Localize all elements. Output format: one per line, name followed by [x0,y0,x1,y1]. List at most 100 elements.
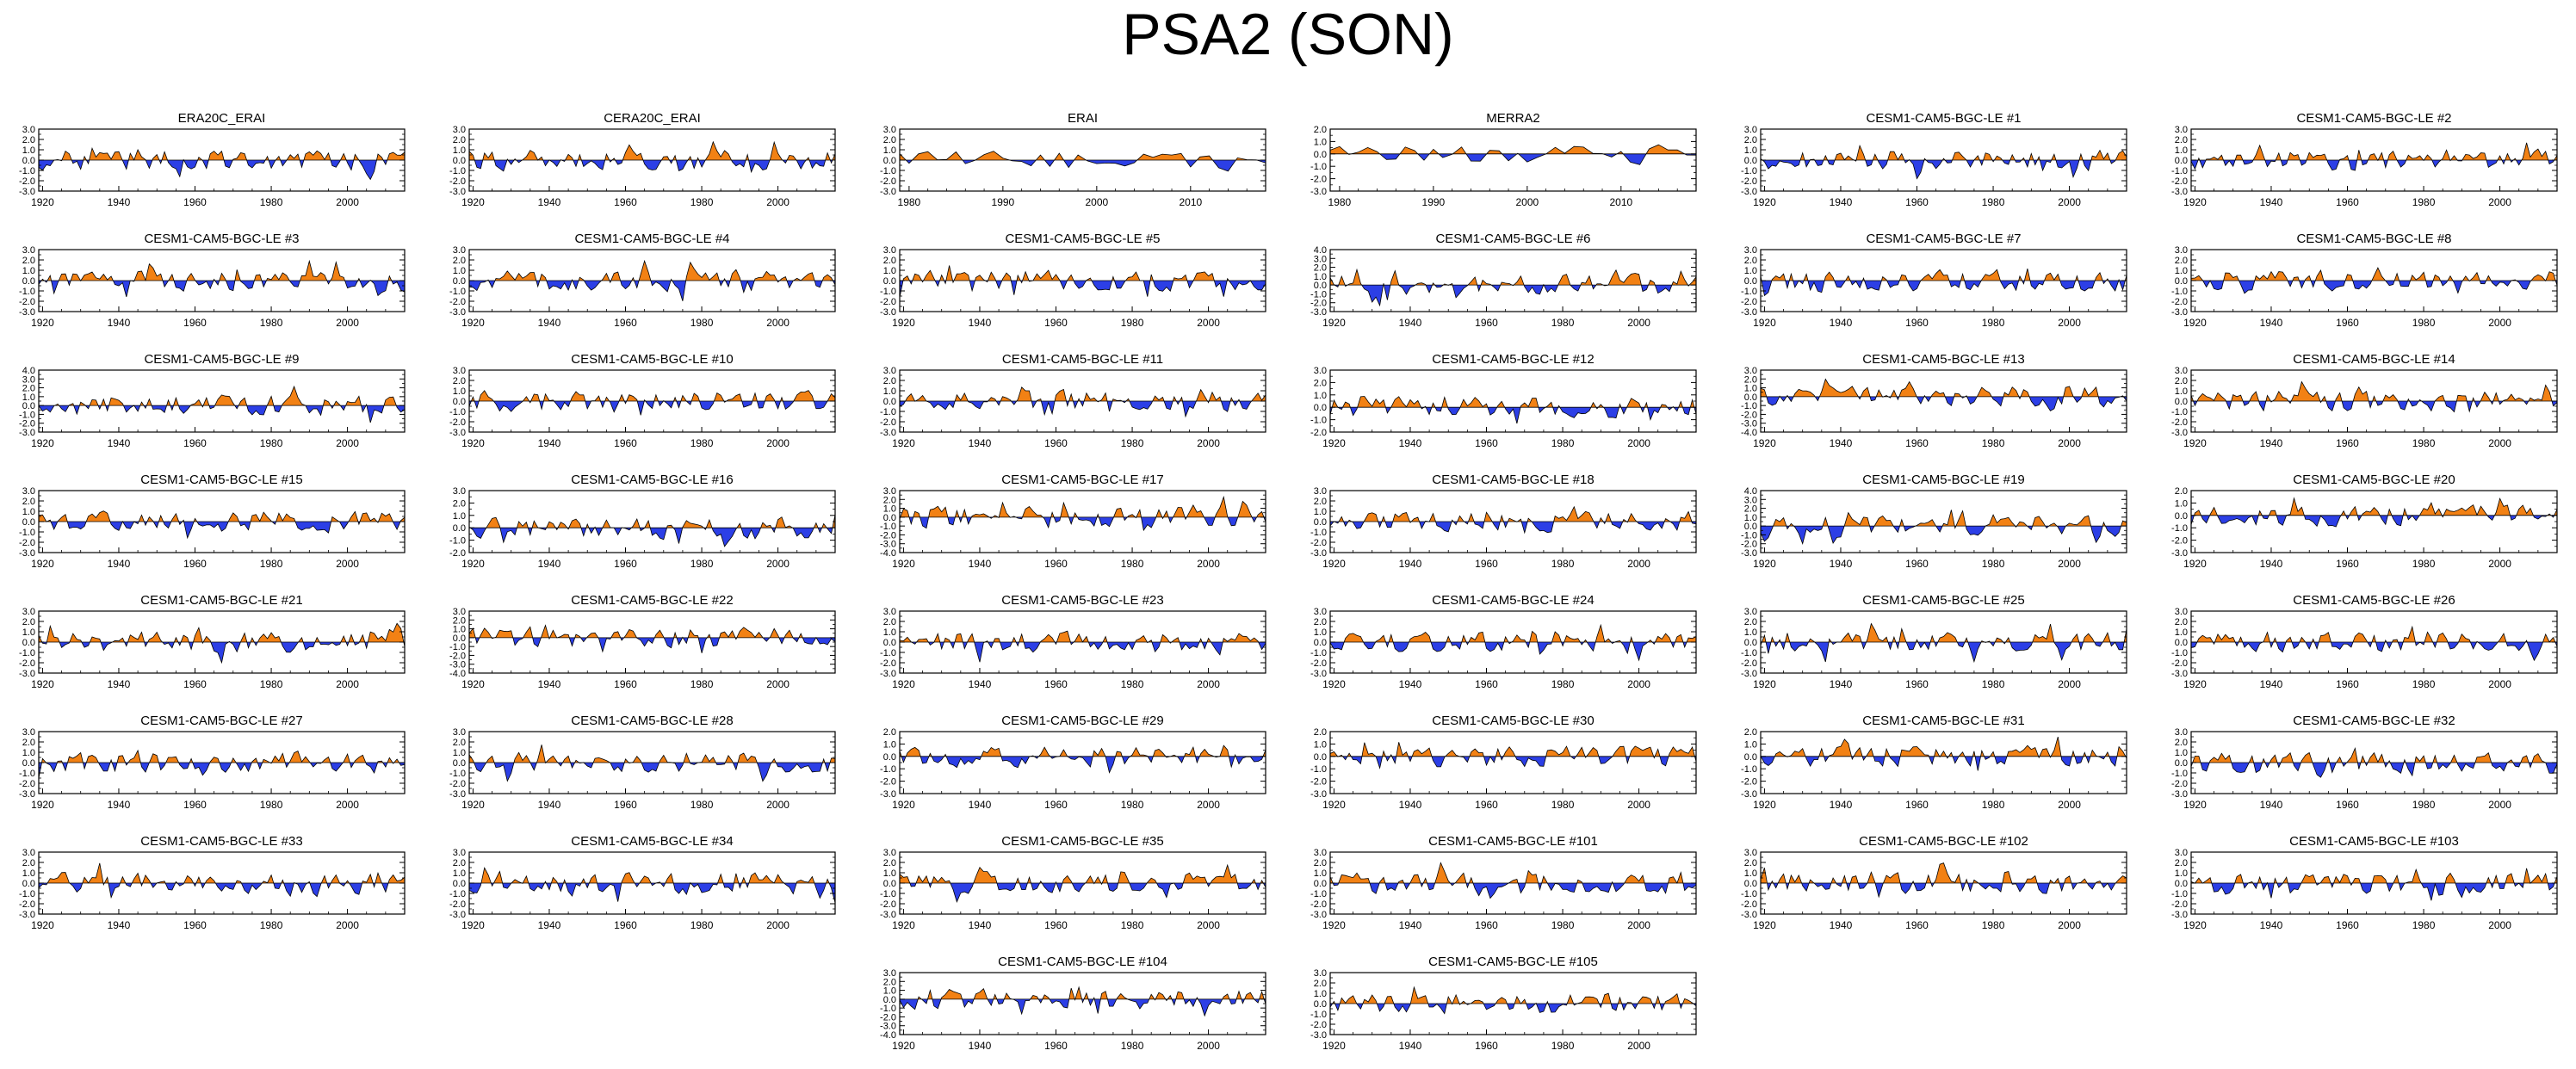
panel-title: CESM1-CAM5-BGC-LE #2 [2296,111,2451,126]
y-tick-label: -2.0 [1741,777,1757,788]
y-tick-label: 3.0 [1744,125,1757,135]
y-tick-label: -3.0 [2171,910,2188,920]
series-line [1761,622,2127,664]
panel-title: CESM1-CAM5-BGC-LE #3 [144,232,299,246]
y-tick-label: 2.0 [883,858,896,868]
x-tick-label: 1960 [2336,196,2359,208]
y-tick-label: 1.0 [453,625,466,635]
y-tick-label: 2.0 [1744,135,1757,145]
x-tick-label: 1940 [108,919,131,931]
panel-title: CESM1-CAM5-BGC-LE #101 [1428,834,1598,849]
y-tick-label: 2.0 [1314,979,1327,989]
y-tick-label: -3.0 [19,669,35,679]
x-tick-label: 1980 [1551,678,1575,690]
y-tick-label: 0.0 [1744,392,1757,403]
panel-title: CESM1-CAM5-BGC-LE #21 [140,593,302,608]
positive-anomaly-area [1330,742,1695,757]
y-tick-label: -1.0 [449,642,466,652]
x-tick-label: 1960 [614,196,637,208]
y-tick-label: -3.0 [2171,548,2188,559]
x-tick-label: 1920 [31,799,54,811]
y-tick-label: 1.0 [22,392,35,403]
x-tick-label: 1920 [461,558,485,570]
y-tick-label: -1.0 [2171,889,2188,899]
y-tick-label: -2.0 [449,651,466,661]
negative-anomaly-area [2191,281,2557,294]
y-tick-label: -2.0 [19,658,35,669]
x-tick-label: 1940 [2260,678,2283,690]
y-tick-label: -1.0 [1310,764,1327,775]
positive-anomaly-area [2194,497,2557,516]
y-tick-label: 2.0 [2175,738,2188,748]
y-tick-label: -2.0 [880,777,896,788]
panel-title: CESM1-CAM5-BGC-LE #22 [571,593,733,608]
y-tick-label: -1.0 [2171,769,2188,779]
y-tick-label: 0.0 [453,276,466,287]
x-tick-label: 1940 [1399,678,1422,690]
y-tick-label: 2.0 [883,495,896,505]
y-tick-label: -2.0 [880,417,896,428]
x-tick-label: 1940 [969,799,992,811]
x-tick-label: 1980 [1328,196,1352,208]
x-tick-label: 1980 [1982,317,2005,329]
x-tick-label: 2010 [1179,196,1202,208]
panel-title: CESM1-CAM5-BGC-LE #14 [2293,352,2455,367]
x-tick-label: 1960 [2336,919,2359,931]
y-tick-label: -2.0 [1310,899,1327,910]
x-tick-label: 2000 [336,919,359,931]
panel-40: CESM1-CAM5-BGC-LE #101 -3.0-2.0-1.00.01.0… [1310,834,1697,931]
y-tick-label: 2.0 [1314,727,1327,738]
y-tick-label: 2.0 [1314,263,1327,274]
positive-anomaly-area [1330,987,1696,1004]
x-tick-label: 1980 [260,437,283,449]
y-tick-label: -1.0 [449,407,466,417]
series-line [900,495,1266,532]
x-tick-label: 1920 [2183,317,2207,329]
plot-frame [1329,731,1697,794]
y-tick-label: -1.0 [1741,166,1757,176]
y-tick-label: 1.0 [453,868,466,879]
y-tick-label: 1.0 [2175,386,2188,397]
series-line [469,867,835,904]
positive-anomaly-area [1761,269,2127,281]
x-tick-label: 1980 [690,799,714,811]
y-tick-label: -1.0 [880,287,896,297]
negative-anomaly-area [469,281,835,301]
x-tick-label: 1990 [992,196,1015,208]
x-tick-label: 1920 [892,317,915,329]
x-tick-label: 1920 [1322,1040,1346,1052]
x-tick-label: 1960 [1044,1040,1068,1052]
panel-43: CESM1-CAM5-BGC-LE #104 -4.0-3.0-2.0-1.00.… [880,955,1266,1052]
y-tick-label: 1.0 [22,145,35,156]
x-tick-label: 2000 [1627,1040,1650,1052]
y-tick-label: -4.0 [1741,428,1757,438]
y-tick-label: 0.0 [883,752,896,763]
y-tick-label: -2.0 [2171,658,2188,669]
x-tick-label: 2010 [1609,196,1632,208]
positive-anomaly-area [39,510,405,522]
y-tick-label: 2.0 [1744,374,1757,385]
x-tick-label: 1920 [461,678,485,690]
negative-anomaly-area [2191,160,2557,170]
negative-anomaly-area [469,883,835,903]
y-tick-label: -2.0 [2171,779,2188,789]
x-tick-label: 1960 [1475,437,1498,449]
panel-21: CESM1-CAM5-BGC-LE #17 -4.0-3.0-2.0-1.00.0… [880,473,1266,570]
y-tick-label: -3.0 [449,428,466,438]
y-tick-label: -1.0 [449,287,466,297]
y-tick-label: 1.0 [1744,739,1757,750]
x-tick-label: 2000 [2058,558,2081,570]
panel-title: CESM1-CAM5-BGC-LE #6 [1435,232,1590,246]
panel-17: CESM1-CAM5-BGC-LE #13 -4.0-3.0-2.0-1.00.0… [1741,352,2127,449]
x-tick-label: 2000 [1515,196,1539,208]
y-tick-label: -1.0 [1741,401,1757,411]
y-tick-label: 2.0 [2175,617,2188,627]
x-tick-label: 2000 [2488,196,2511,208]
x-tick-label: 1960 [1044,919,1068,931]
y-tick-label: 1.0 [1314,391,1327,401]
panel-24: CESM1-CAM5-BGC-LE #20-3.0-2.0-1.00.01.02… [2171,473,2558,570]
x-tick-label: 1960 [1044,437,1068,449]
x-tick-label: 1940 [108,196,131,208]
y-tick-label: 2.0 [1744,858,1757,868]
y-tick-label: -3.0 [1741,419,1757,429]
